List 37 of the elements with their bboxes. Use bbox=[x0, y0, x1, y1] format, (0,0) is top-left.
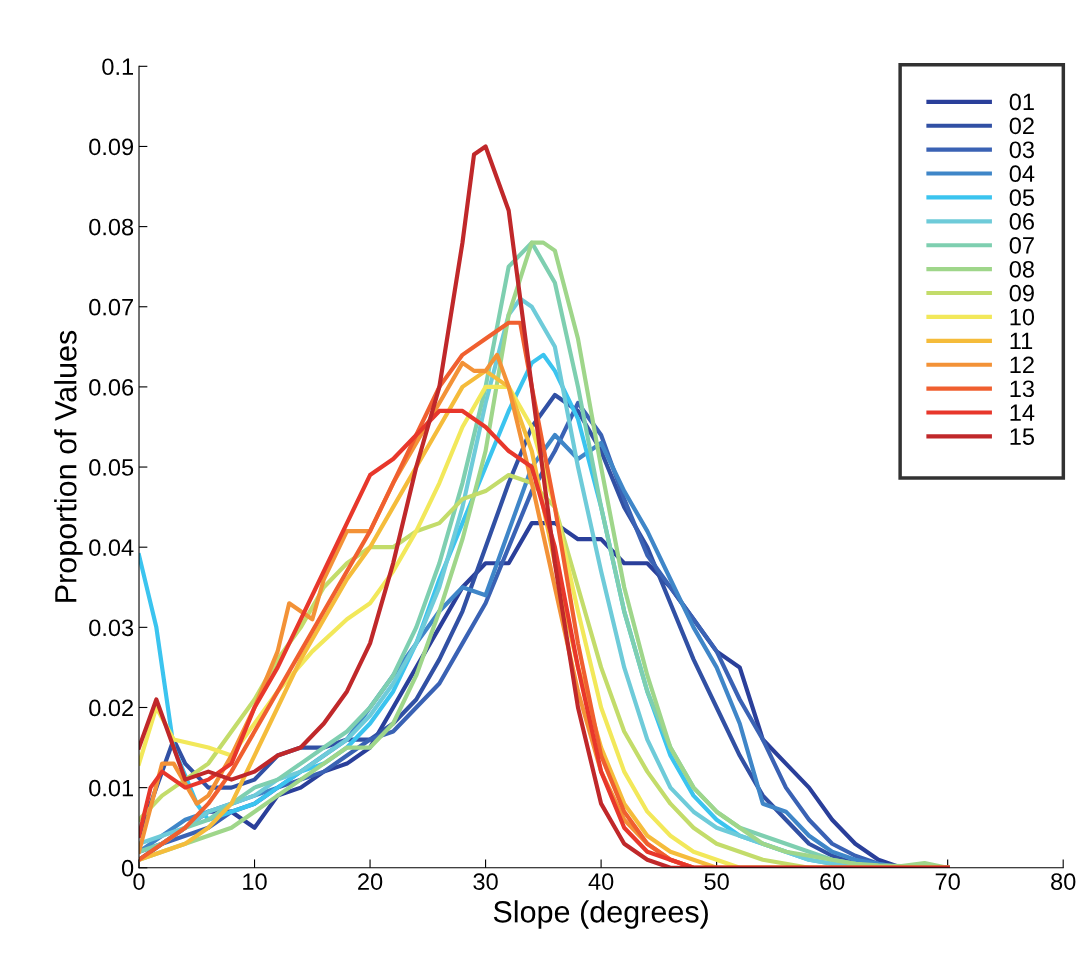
y-tick-label: 0 bbox=[121, 859, 134, 877]
legend-label: 04 bbox=[1009, 165, 1035, 183]
legend-label: 03 bbox=[1009, 141, 1034, 159]
legend-label: 15 bbox=[1010, 428, 1035, 445]
legend-label: 02 bbox=[1009, 117, 1034, 135]
legend-label: 01 bbox=[1009, 93, 1034, 111]
legend-label: 13 bbox=[1010, 380, 1034, 398]
y-tick-label: 0.08 bbox=[89, 218, 134, 236]
x-tick-label: 20 bbox=[358, 873, 383, 890]
y-tick-label: 0.03 bbox=[89, 619, 134, 637]
y-tick-label: 0.06 bbox=[89, 378, 134, 396]
y-tick-label: 0.04 bbox=[89, 539, 134, 556]
x-tick-label: 30 bbox=[473, 873, 498, 890]
x-tick-label: 0 bbox=[133, 873, 145, 890]
legend-label: 12 bbox=[1010, 356, 1034, 373]
legend-label: 11 bbox=[1010, 332, 1033, 350]
y-tick-label: 0.1 bbox=[102, 58, 133, 76]
legend-label: 05 bbox=[1009, 189, 1035, 206]
y-tick-label: 0.05 bbox=[89, 459, 134, 476]
x-tick-label: 50 bbox=[704, 873, 729, 890]
legend-label: 14 bbox=[1010, 404, 1035, 421]
legend-label: 09 bbox=[1009, 284, 1034, 302]
y-tick-label: 0.09 bbox=[89, 138, 134, 156]
y-tick-label: 0.01 bbox=[89, 779, 133, 797]
y-axis-title: Proportion of Values bbox=[54, 330, 83, 602]
x-tick-label: 60 bbox=[820, 873, 845, 890]
legend-label: 08 bbox=[1009, 260, 1034, 278]
x-axis-title: Slope (degrees) bbox=[493, 900, 708, 929]
y-tick-label: 0.02 bbox=[89, 699, 133, 717]
x-tick-label: 70 bbox=[935, 873, 960, 890]
legend-label: 06 bbox=[1009, 213, 1034, 230]
x-tick-label: 40 bbox=[588, 873, 614, 890]
legend-label: 10 bbox=[1010, 308, 1035, 326]
x-tick-label: 10 bbox=[243, 873, 267, 890]
y-tick-label: 0.07 bbox=[89, 298, 133, 316]
x-tick-label: 80 bbox=[1051, 873, 1076, 890]
legend-label: 07 bbox=[1009, 237, 1034, 254]
